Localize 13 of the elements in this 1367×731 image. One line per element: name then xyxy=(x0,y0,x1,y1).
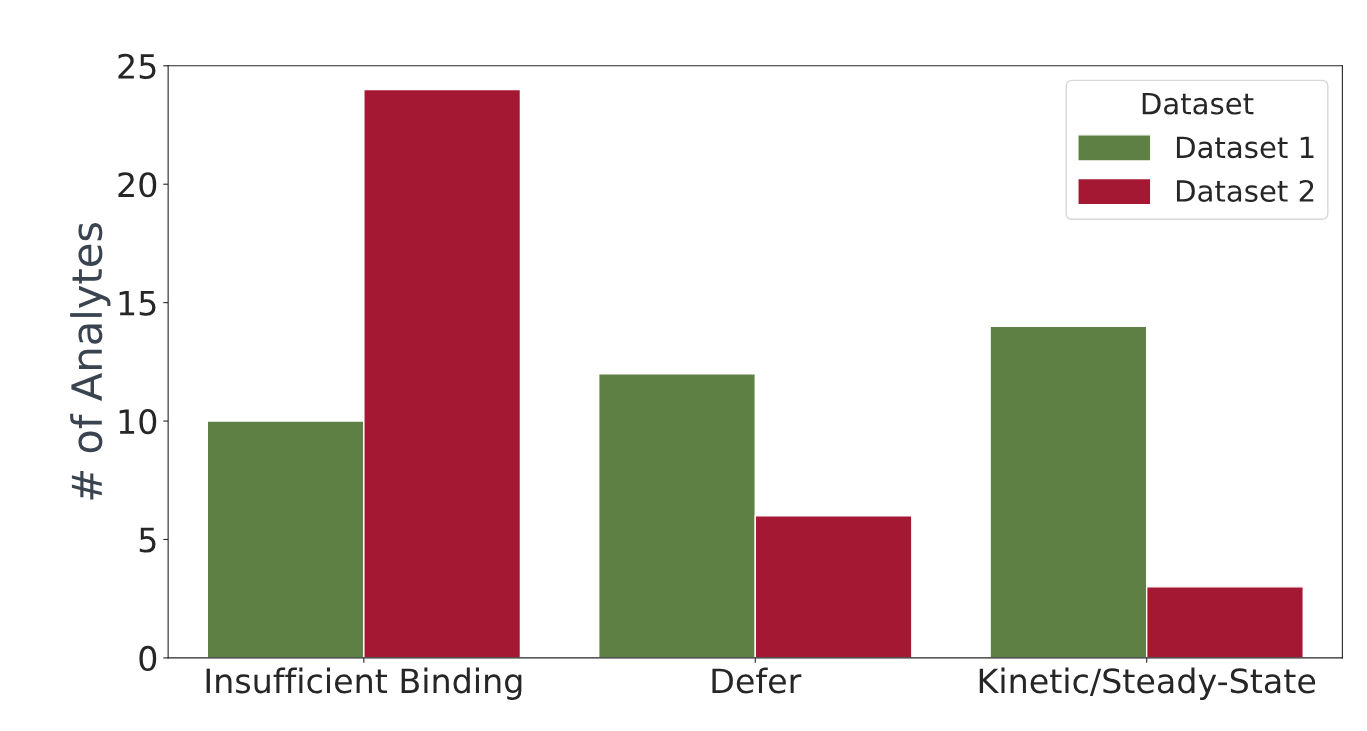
y-axis-title: # of Analytes xyxy=(70,222,111,500)
x-tick-label: Kinetic/Steady-State xyxy=(979,667,1316,700)
y-tick-label: 25 xyxy=(118,53,156,79)
y-tick-label: 10 xyxy=(119,408,157,435)
legend-label: Dataset 2 xyxy=(1176,179,1314,202)
x-tick-label: Defer xyxy=(712,667,802,694)
y-tick-label: 20 xyxy=(118,172,157,198)
y-tick-label: 5 xyxy=(139,527,156,553)
y-tick-label: 15 xyxy=(119,291,156,316)
y-tick-label: 0 xyxy=(139,645,157,672)
legend-title: Dataset xyxy=(1142,92,1254,115)
x-tick-label: Insufficient Binding xyxy=(206,667,522,700)
legend-label: Dataset 1 xyxy=(1176,136,1314,159)
